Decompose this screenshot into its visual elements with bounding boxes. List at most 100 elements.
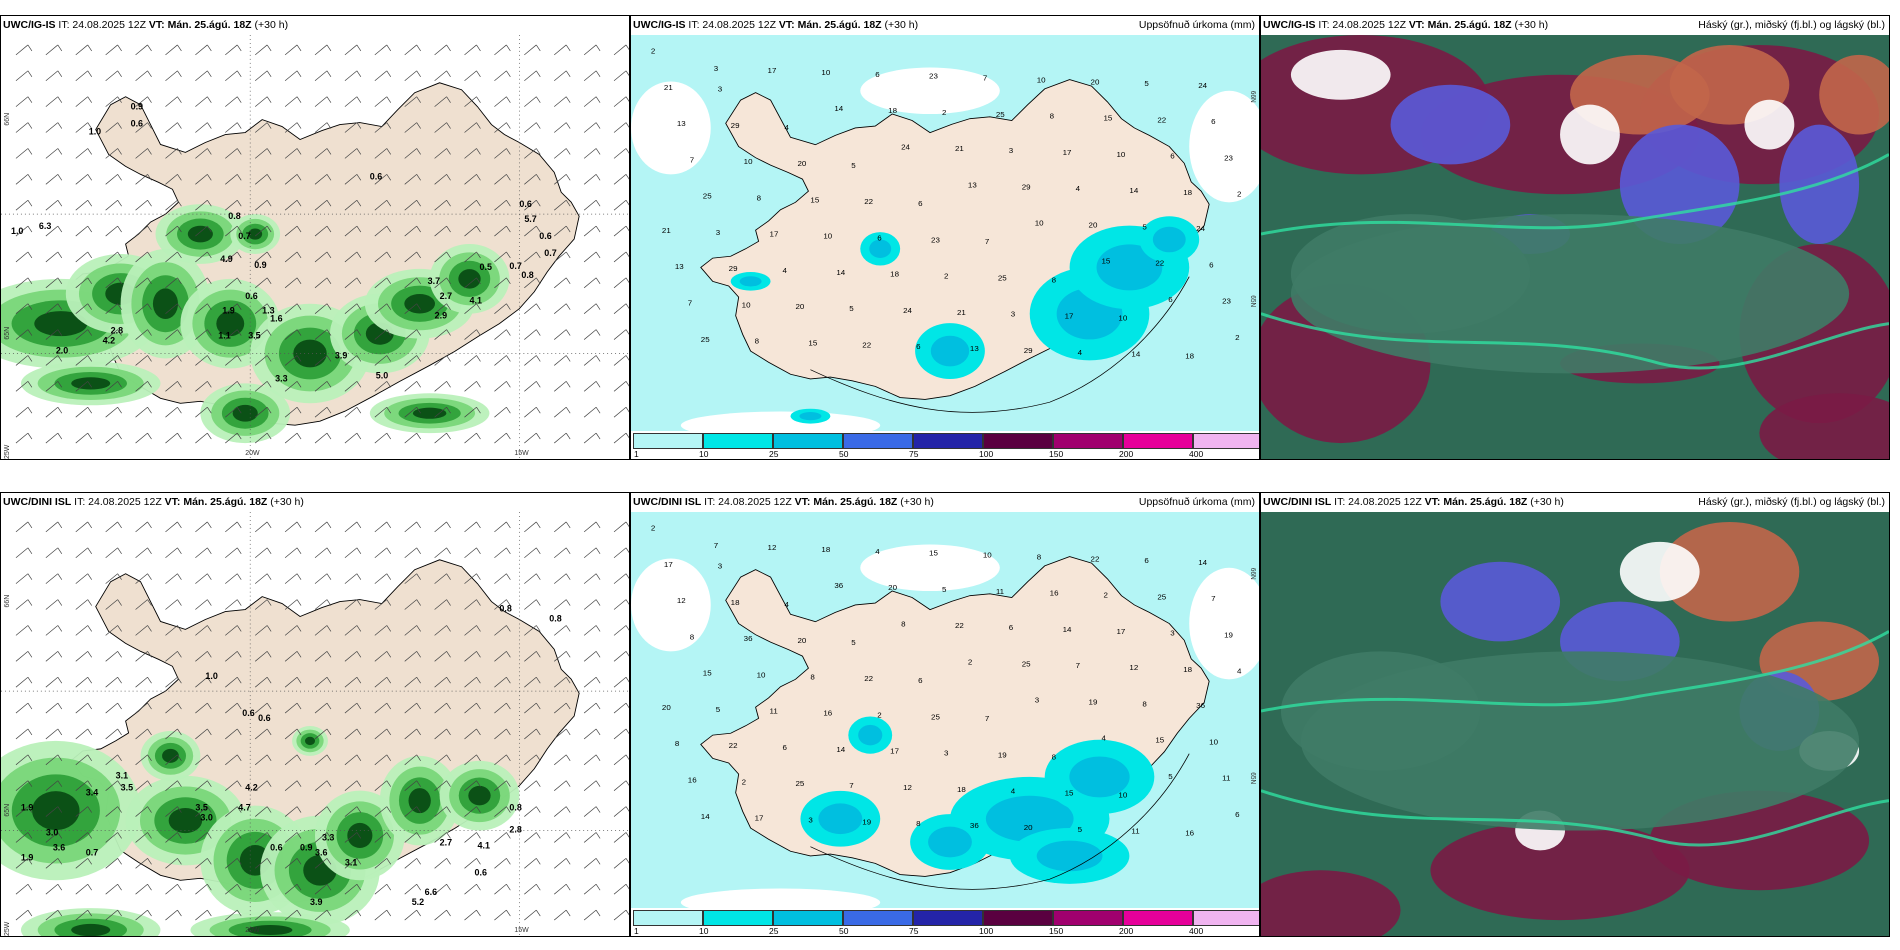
wind-barb-icon	[135, 599, 152, 610]
wind-barb-icon	[434, 806, 451, 817]
wind-barb-icon	[464, 883, 481, 895]
precip-amount-label: 10	[744, 157, 753, 166]
cloud-edge	[1261, 630, 1889, 713]
precip-amount-label: 14	[1063, 625, 1073, 634]
precip-value-label: 0.6	[370, 171, 382, 181]
wind-barb-icon	[494, 432, 511, 444]
wind-barb-icon	[284, 148, 302, 159]
precip-amount-label: 13	[677, 119, 686, 128]
cloud-area	[1390, 84, 1511, 165]
wind-barb-icon	[195, 702, 212, 714]
colorbar-segment	[843, 433, 913, 449]
wind-barb-icon	[583, 225, 601, 237]
wind-barb-icon	[404, 702, 421, 714]
precip-amount-label: 4	[783, 266, 788, 275]
colorbar-tick-label: 200	[1119, 449, 1134, 459]
wind-barb-icon	[434, 780, 451, 791]
wind-barb-icon	[464, 277, 481, 289]
wind-barb-icon	[344, 573, 362, 584]
map-panel-cloud: UWC/DINI ISL IT: 24.08.2025 12Z VT: Mán.…	[1260, 492, 1890, 937]
wind-barb-icon	[15, 251, 33, 263]
wind-barb-icon	[554, 754, 571, 766]
wind-barb-icon	[105, 754, 122, 766]
wind-barb-icon	[524, 806, 541, 817]
wind-barb-icon	[75, 625, 93, 636]
wind-barb-icon	[374, 780, 392, 791]
wind-barb-icon	[165, 651, 182, 662]
wind-barb-icon	[284, 303, 302, 314]
wind-barb-icon	[374, 599, 392, 610]
wind-barb-icon	[314, 355, 332, 366]
wind-barb-icon	[165, 599, 182, 610]
wind-barb-icon	[45, 355, 63, 366]
wind-barb-icon	[105, 625, 122, 636]
wind-barb-icon	[554, 225, 571, 237]
precip-value-label: 3.9	[335, 350, 347, 360]
precip-amount-label: 36	[744, 634, 753, 643]
valid-time: VT: Mán. 25.ágú. 18Z	[778, 19, 882, 31]
wind-barb-icon	[583, 148, 601, 159]
wind-barb-icon	[254, 44, 272, 56]
map-svg: 2345678101617182022251915111412368234567…	[631, 512, 1259, 908]
wind-barb-icon	[404, 547, 421, 559]
colorbar-segment	[983, 910, 1053, 926]
precip-amount-label: 7	[985, 714, 989, 723]
wind-barb-icon	[374, 44, 392, 56]
wind-barb-icon	[314, 432, 332, 444]
precip-amount-label: 18	[1183, 665, 1192, 674]
map-svg: 0.8 0.8 0.6 0.6 1.0 3.1 3.4 3.5 1.9 3.0 3.6 0.7 1.9 4…	[1, 512, 629, 936]
precip-amount-label: 8	[1142, 700, 1146, 709]
wind-barb-icon	[554, 251, 571, 263]
wind-barb-icon	[314, 832, 332, 843]
map-area: 0.8 0.8 0.6 0.6 1.0 3.1 3.4 3.5 1.9 3.0 3.6 0.7 1.9 4…	[1, 512, 629, 936]
wind-barb-icon	[135, 702, 152, 714]
precip-amount-label: 15	[1103, 114, 1112, 123]
precip-amount-label: 25	[703, 192, 712, 201]
precip-value-label: 0.6	[270, 842, 282, 852]
wind-barb-icon	[165, 832, 182, 843]
precip-shading	[347, 822, 373, 849]
wind-barb-icon	[613, 883, 629, 895]
precip-amount-label: 14	[1129, 186, 1139, 195]
precip-amount-label: 22	[864, 197, 873, 206]
lat-label: 66N	[4, 595, 11, 608]
wind-barb-icon	[105, 521, 122, 533]
panel-header: UWC/DINI ISL IT: 24.08.2025 12Z VT: Mán.…	[1, 493, 304, 512]
wind-barb-icon	[494, 148, 511, 159]
wind-barb-icon	[165, 174, 182, 185]
precip-value-label: 0.6	[519, 199, 531, 209]
precip-area	[1036, 840, 1103, 872]
precip-value-label: 6.6	[425, 887, 437, 897]
precip-value-label: 0.9	[131, 102, 143, 112]
wind-barb-icon	[524, 521, 541, 533]
precip-amount-label: 10	[1035, 219, 1044, 228]
wind-barb-icon	[464, 122, 481, 133]
wind-barb-icon	[75, 521, 93, 533]
precip-value-label: 0.8	[509, 803, 521, 813]
colorbar-tick-label: 75	[909, 926, 919, 936]
wind-barb-icon	[254, 70, 272, 82]
wind-barb-icon	[15, 728, 33, 740]
wind-barb-icon	[314, 277, 332, 289]
precip-amount-label: 3	[718, 562, 722, 571]
wind-barb-icon	[165, 329, 182, 340]
wind-barb-icon	[15, 521, 33, 533]
wind-barb-icon	[464, 728, 481, 740]
precip-shading	[248, 228, 263, 240]
wind-barb-icon	[195, 355, 212, 366]
precip-amount-label: 4	[785, 123, 790, 132]
wind-barb-icon	[524, 625, 541, 636]
wind-barb-icon	[105, 70, 122, 82]
precip-amount-label: 11	[770, 707, 778, 716]
wind-barb-icon	[195, 96, 212, 107]
wind-barb-icon	[15, 225, 33, 237]
wind-barb-icon	[434, 909, 451, 921]
cloud-area	[1659, 521, 1800, 622]
precip-amount-label: 22	[864, 674, 873, 683]
valid-time: VT: Mán. 25.ágú. 18Z	[1424, 496, 1528, 508]
wind-barb-icon	[105, 44, 122, 56]
wind-barb-icon	[105, 406, 122, 418]
precip-amount-label: 25	[1022, 660, 1031, 669]
precip-value-label: 1.6	[270, 314, 282, 324]
precip-value-label: 2.7	[440, 291, 452, 301]
